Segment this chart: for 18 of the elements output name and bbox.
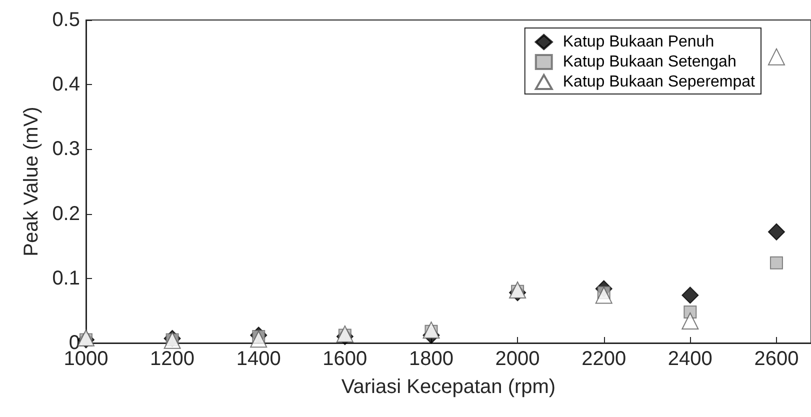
x-tick-label: 2000 [495,348,540,370]
legend-label: Katup Bukaan Penuh [562,34,714,50]
legend-label: Katup Bukaan Setengah [562,54,736,70]
y-tick-label: 0.3 [52,138,80,160]
y-tick-label: 0.5 [52,9,80,31]
y-tick-label: 0.4 [52,74,80,96]
x-tick-label: 1400 [236,348,281,370]
legend-label: Katup Bukaan Seperempat [562,74,756,90]
x-tick-label: 1200 [150,348,195,370]
x-tick-label: 1600 [322,348,368,370]
y-axis-title: Peak Value (mV) [20,106,42,256]
x-tick-label: 1800 [408,348,454,370]
x-axis-title: Variasi Kecepatan (rpm) [341,376,556,398]
y-tick-label: 0.2 [52,202,80,225]
x-tick-label: 2200 [582,348,626,370]
x-tick-label: 2400 [668,348,712,370]
y-tick-label: 0.1 [52,267,80,290]
x-tick-label: 2600 [754,348,799,370]
